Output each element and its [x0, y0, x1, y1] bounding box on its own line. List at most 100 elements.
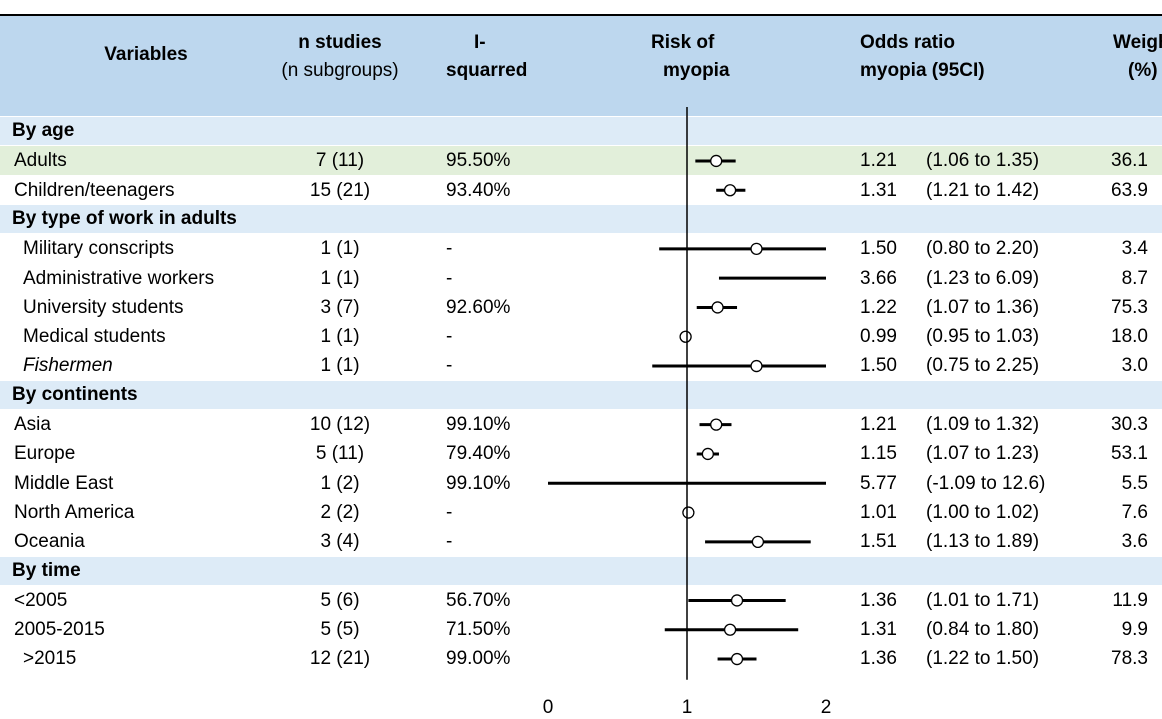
section-band [0, 117, 1162, 146]
header-i-squared-2: squarred [446, 60, 528, 81]
point-estimate [723, 623, 737, 636]
section-label: By time [12, 559, 81, 581]
row-label: Children/teenagers [14, 179, 175, 201]
row-weight: 63.9 [1111, 179, 1148, 201]
row-ci: (1.06 to 1.35) [926, 150, 1040, 172]
row-label: University students [23, 296, 184, 318]
row-ci: (-1.09 to 12.6) [926, 472, 1046, 494]
row-weight: 75.3 [1111, 296, 1148, 318]
row-n-studies: 1 (2) [320, 472, 360, 494]
row-ci: (1.00 to 1.02) [926, 501, 1040, 523]
row-weight: 78.3 [1111, 648, 1148, 670]
row-i-squared: 79.40% [446, 443, 511, 465]
point-estimate [701, 447, 714, 461]
row-i-squared: - [446, 501, 453, 523]
row-ci: (1.01 to 1.71) [926, 589, 1040, 611]
point-estimate [750, 242, 763, 256]
row-weight: 7.6 [1121, 501, 1148, 523]
row-i-squared: - [446, 326, 453, 348]
row-i-squared: 99.10% [446, 414, 511, 435]
x-tick-label: 1 [681, 697, 693, 718]
row-ci: (0.75 to 2.25) [926, 355, 1040, 377]
row-label: Oceania [14, 531, 85, 553]
row-i-squared: - [446, 355, 453, 377]
section-band [0, 204, 1162, 234]
row-ci: (1.23 to 6.09) [926, 267, 1040, 289]
section-band [0, 380, 1162, 409]
header-risk-2: myopia [663, 60, 730, 81]
row-weight: 3.0 [1121, 355, 1148, 377]
section-label: By continents [12, 383, 138, 405]
row-i-squared: 71.50% [446, 619, 511, 641]
section-label: By type of work in adults [12, 207, 237, 229]
row-n-studies: 15 (21) [309, 179, 371, 201]
row-i-squared: 92.60% [446, 296, 511, 318]
row-odds-ratio: 1.50 [860, 355, 897, 377]
row-odds-ratio: 1.15 [860, 443, 897, 465]
row-ci: (0.95 to 1.03) [926, 326, 1040, 348]
row-odds-ratio: 1.22 [860, 296, 897, 318]
row-i-squared: - [446, 531, 453, 553]
row-n-studies: 1 (1) [320, 355, 360, 377]
row-n-studies: 3 (7) [320, 296, 360, 318]
row-i-squared: 99.00% [446, 648, 511, 670]
row-odds-ratio: 1.31 [860, 619, 897, 641]
point-estimate [750, 359, 763, 373]
row-label: Military conscripts [23, 238, 174, 260]
row-label: Administrative workers [23, 267, 215, 289]
x-tick-label: 2 [820, 697, 832, 718]
row-odds-ratio: 5.77 [860, 472, 897, 494]
row-ci: (0.80 to 2.20) [926, 238, 1040, 260]
row-weight: 18.0 [1111, 326, 1148, 348]
header-variables: Variables [104, 44, 188, 65]
point-estimate [710, 154, 723, 168]
row-label: Adults [14, 150, 67, 172]
row-odds-ratio: 1.31 [860, 179, 897, 201]
row-n-studies: 12 (21) [309, 648, 371, 670]
header-weight-1: Weight [1113, 32, 1162, 53]
header-risk-1: Risk of [651, 32, 715, 53]
row-n-studies: 1 (1) [320, 238, 360, 260]
row-i-squared: - [446, 238, 453, 260]
point-estimate [730, 652, 744, 666]
x-tick-label: 0 [542, 697, 554, 718]
row-weight: 11.9 [1112, 589, 1148, 611]
row-label: North America [14, 501, 135, 523]
row-ci: (1.22 to 1.50) [926, 648, 1040, 670]
row-odds-ratio: 1.21 [860, 414, 897, 435]
section-band [0, 556, 1162, 585]
row-ci: (1.09 to 1.32) [926, 414, 1040, 435]
row-n-studies: 1 (1) [320, 326, 360, 348]
point-estimate [751, 535, 765, 548]
row-odds-ratio: 1.36 [860, 648, 897, 670]
row-label: >2015 [23, 648, 77, 670]
row-n-studies: 5 (5) [320, 619, 360, 641]
row-ci: (1.13 to 1.89) [926, 531, 1040, 553]
header-odds-ratio-2: myopia (95CI) [860, 60, 985, 81]
point-estimate [711, 301, 724, 314]
row-weight: 36.1 [1111, 150, 1148, 172]
header-n-studies: n studies [298, 32, 382, 53]
row-i-squared: - [446, 267, 453, 289]
row-n-studies: 3 (4) [320, 531, 360, 553]
row-odds-ratio: 1.36 [860, 589, 897, 611]
header-band [0, 15, 1162, 116]
row-weight: 9.9 [1121, 619, 1148, 641]
row-n-studies: 5 (6) [320, 589, 360, 611]
header-weight-2: (%) [1128, 60, 1158, 81]
row-label: Middle East [14, 472, 114, 494]
row-weight: 53.1 [1111, 443, 1148, 465]
row-label: Europe [14, 443, 76, 465]
row-i-squared: 99.10% [446, 472, 511, 494]
row-ci: (1.07 to 1.23) [926, 443, 1040, 465]
row-label: Fishermen [23, 355, 113, 377]
row-weight: 5.5 [1121, 472, 1148, 494]
row-odds-ratio: 1.21 [860, 150, 897, 172]
header-odds-ratio-1: Odds ratio [860, 32, 956, 53]
header-n-subgroups: (n subgroups) [281, 60, 399, 81]
row-odds-ratio: 1.01 [860, 501, 897, 523]
row-n-studies: 7 (11) [315, 150, 365, 172]
row-ci: (1.07 to 1.36) [926, 296, 1040, 318]
point-estimate [730, 594, 744, 607]
